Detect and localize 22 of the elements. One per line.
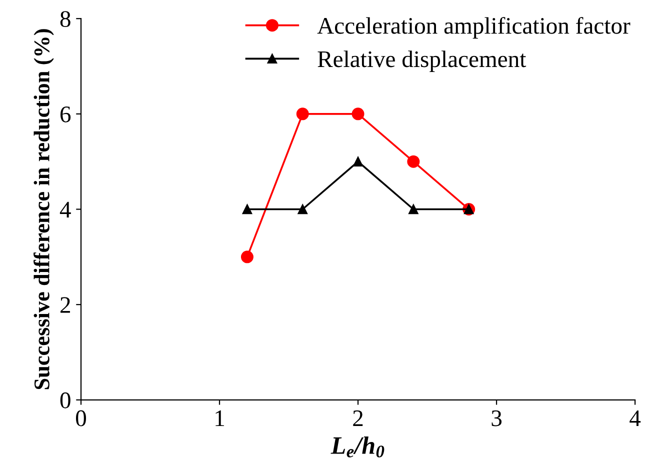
- legend-label: Relative displacement: [318, 50, 526, 72]
- y-tick-label: 4: [60, 202, 71, 218]
- point: [408, 204, 418, 214]
- point: [298, 204, 308, 214]
- x-tick-label: 4: [630, 410, 641, 426]
- y-axis-title: Successive difference in reduction (%): [34, 29, 54, 390]
- point: [242, 204, 252, 214]
- x-tick-label: 3: [492, 410, 502, 426]
- y-tick-label: 8: [60, 11, 70, 28]
- x-tick-label: 1: [216, 410, 224, 426]
- y-tick-label: 0: [60, 392, 70, 408]
- x-axis-title: L$_{e}$/h$_{0}$: [330, 436, 384, 458]
- y-tick-label: 2: [60, 297, 70, 313]
- x-tick-label: 2: [353, 410, 363, 426]
- y-tick-label: 6: [60, 106, 71, 122]
- point: [296, 108, 309, 120]
- point: [352, 108, 364, 120]
- point: [407, 155, 420, 168]
- point: [240, 250, 254, 264]
- x-tick-label: 0: [76, 410, 86, 426]
- legend-label: Acceleration amplification factor: [317, 16, 630, 39]
- point: [353, 156, 363, 166]
